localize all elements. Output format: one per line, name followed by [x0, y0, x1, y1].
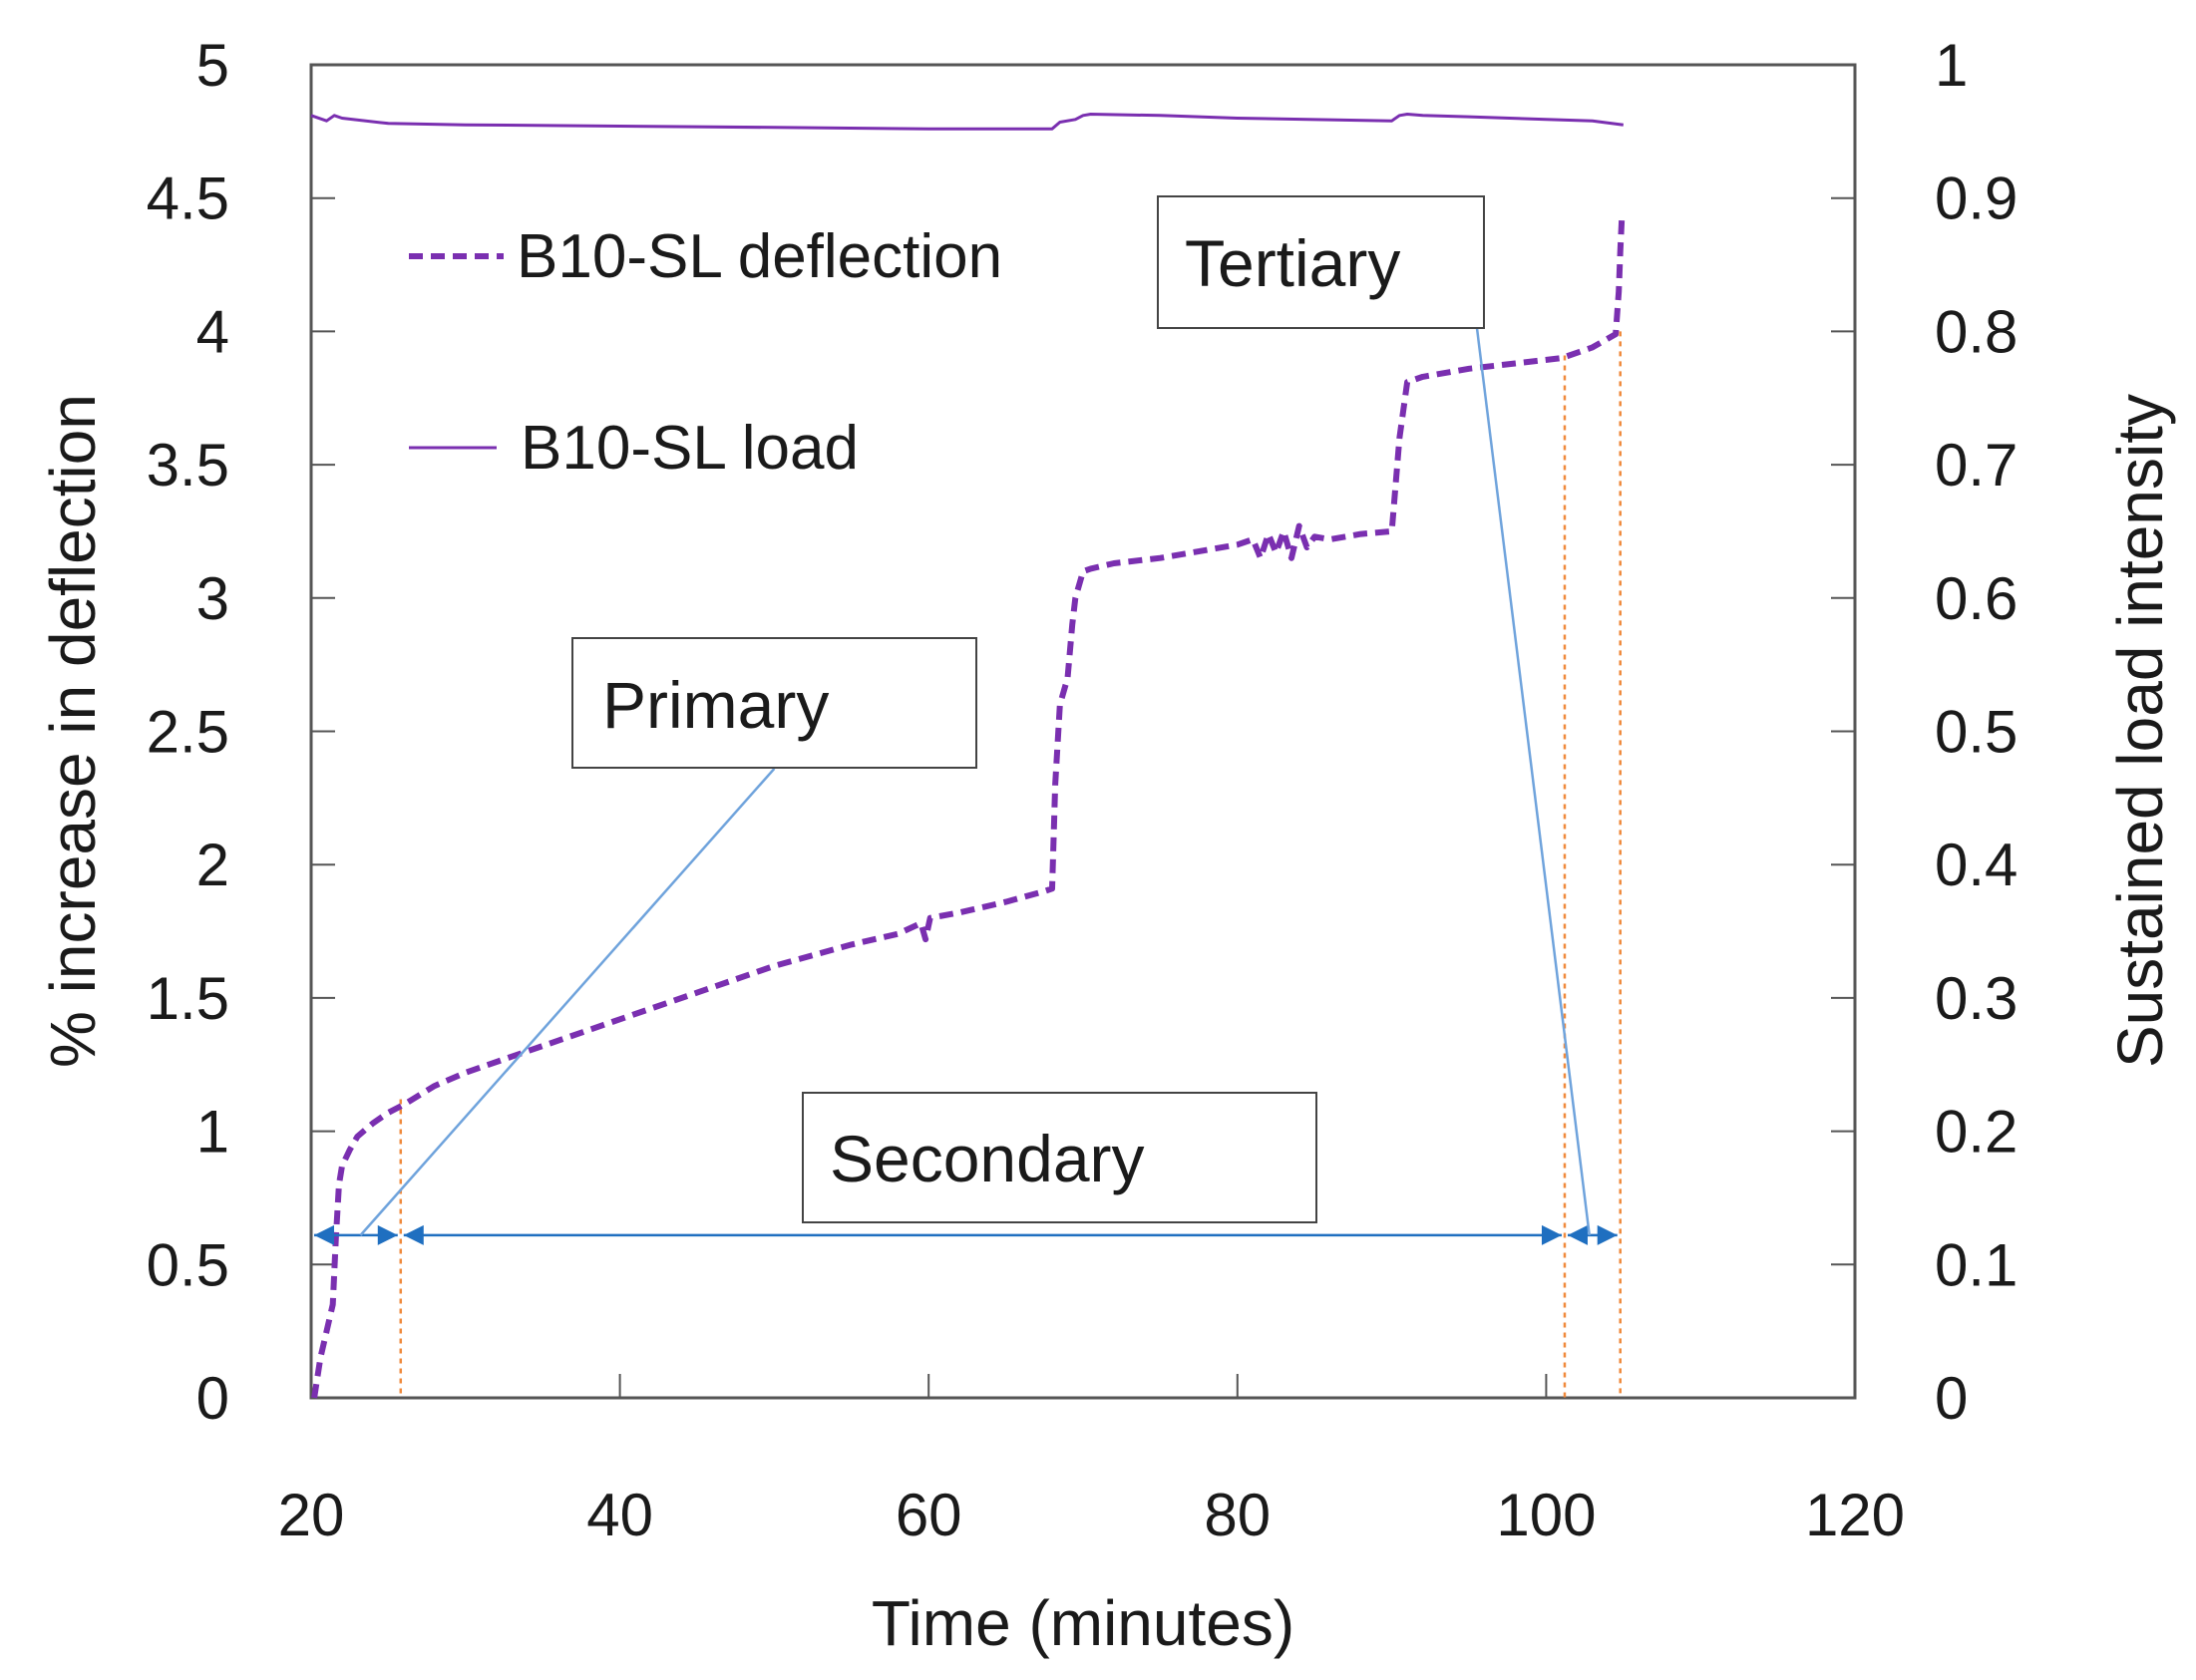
annotation-primary: Primary — [571, 637, 977, 769]
y2-axis-ticks: 0 0.1 0.2 0.3 0.4 0.5 0.6 0.7 0.8 0.9 1 — [1831, 32, 2017, 1432]
y-tick-label-10: 5 — [196, 32, 229, 99]
x-tick-label-5: 120 — [1805, 1482, 1905, 1548]
annotation-label-tertiary: Tertiary — [1185, 226, 1400, 300]
annotation-box-tertiary — [1157, 195, 1485, 329]
phase-arrow-head-right-0 — [377, 1224, 398, 1245]
x-tick-label-1: 40 — [586, 1482, 653, 1548]
y-tick-label-9: 4.5 — [147, 166, 229, 232]
x-axis-title: Time (minutes) — [872, 1587, 1294, 1659]
y-tick-label-4: 2 — [196, 832, 229, 898]
y-axis-ticks: 0 0.5 1 1.5 2 2.5 3 3.5 4 4.5 5 — [147, 32, 335, 1432]
annotation-pointer-0 — [359, 768, 776, 1236]
y2-tick-label-4: 0.4 — [1935, 832, 2017, 898]
y-tick-label-6: 3 — [196, 565, 229, 632]
annotation-label-primary: Primary — [602, 668, 829, 742]
y2-tick-label-8: 0.8 — [1935, 298, 2017, 365]
y2-tick-label-7: 0.7 — [1935, 432, 2017, 499]
y-tick-label-2: 1 — [196, 1099, 229, 1166]
y2-tick-label-10: 1 — [1935, 32, 1968, 99]
annotation-pointers — [359, 325, 1591, 1236]
y2-tick-label-2: 0.2 — [1935, 1099, 2017, 1166]
y2-tick-label-6: 0.6 — [1935, 565, 2017, 632]
y-axis-title: % increase in deflection — [37, 394, 109, 1068]
x-tick-label-4: 100 — [1496, 1482, 1596, 1548]
legend-label-load: B10-SL load — [521, 414, 859, 483]
y2-tick-label-0: 0 — [1935, 1365, 1968, 1432]
y2-tick-label-9: 0.9 — [1935, 166, 2017, 232]
x-tick-label-3: 80 — [1204, 1482, 1271, 1548]
annotation-box-primary — [571, 637, 977, 769]
annotation-secondary: Secondary — [802, 1092, 1317, 1223]
x-tick-label-2: 60 — [896, 1482, 962, 1548]
series-line-load — [310, 113, 1624, 131]
phase-arrows — [314, 1224, 1618, 1245]
annotation-tertiary: Tertiary — [1157, 195, 1485, 329]
phase-boundary-lines — [399, 331, 1622, 1398]
y-tick-label-7: 3.5 — [147, 432, 229, 499]
y2-tick-label-5: 0.5 — [1935, 699, 2017, 766]
y2-tick-label-1: 0.1 — [1935, 1231, 2017, 1298]
y-tick-label-5: 2.5 — [147, 699, 229, 766]
phase-arrow-head-right-2 — [1597, 1224, 1618, 1245]
x-axis-ticks: 20 40 60 80 100 120 — [278, 1374, 1905, 1548]
y2-tick-label-3: 0.3 — [1935, 965, 2017, 1032]
series-line-deflection — [311, 216, 1626, 1399]
phase-arrow-head-right-1 — [1541, 1224, 1562, 1245]
x-tick-label-0: 20 — [278, 1482, 345, 1548]
legend: B10-SL deflection B10-SL load — [409, 222, 1002, 483]
legend-label-deflection: B10-SL deflection — [517, 222, 1002, 291]
phase-arrow-head-left-0 — [314, 1224, 334, 1245]
annotation-pointer-2 — [1475, 325, 1591, 1236]
series-layer — [310, 113, 1626, 1399]
y-tick-label-1: 0.5 — [147, 1231, 229, 1298]
annotation-label-secondary: Secondary — [830, 1122, 1145, 1195]
y-tick-label-3: 1.5 — [147, 965, 229, 1032]
phase-arrow-head-left-2 — [1567, 1224, 1588, 1245]
phase-arrow-head-left-1 — [403, 1224, 424, 1245]
y-tick-label-0: 0 — [196, 1365, 229, 1432]
annotation-box-secondary — [802, 1092, 1317, 1223]
y2-axis-title: Sustained load intensity — [2104, 394, 2176, 1068]
y-tick-label-8: 4 — [196, 298, 229, 365]
